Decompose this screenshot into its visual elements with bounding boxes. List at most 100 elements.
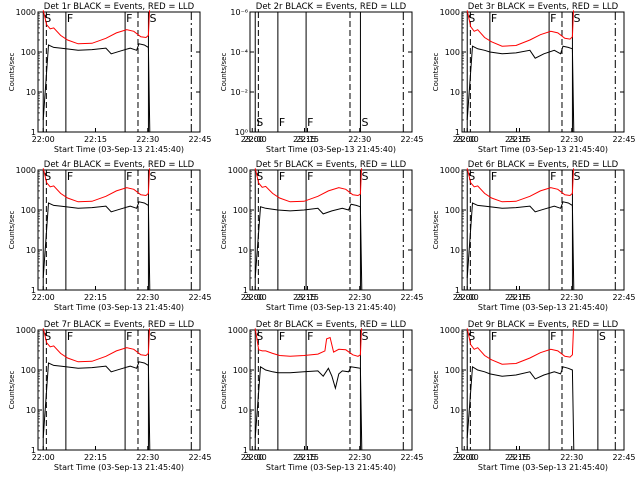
x-tick-label: 22:15 (508, 135, 531, 144)
x-tick-label: 22:45 (188, 453, 211, 462)
x-axis-label: Start Time (03-Sep-13 21:45:40) (54, 303, 184, 312)
marker-label: S (149, 170, 156, 183)
plot-frame (249, 11, 413, 133)
x-tick-label: 23:00 (241, 453, 264, 462)
y-axis-label: Counts/sec (220, 211, 228, 250)
series-events (466, 45, 575, 133)
panel-7: Det 7r BLACK = Events, RED = LLD 1 10 100 10… (8, 320, 316, 472)
y-tick-label: 10⁻⁴ (230, 48, 248, 57)
plot-frame (461, 11, 625, 133)
plot-frame (37, 169, 201, 291)
y-tick-label: 10 (26, 406, 36, 415)
x-tick-label: 22:00 (456, 293, 479, 302)
x-tick-label: 22:30 (560, 135, 583, 144)
y-tick-label: 1000 (440, 166, 460, 175)
y-tick-label: 10 (26, 246, 36, 255)
marker-label: F (67, 330, 73, 343)
marker-label: S (44, 170, 51, 183)
x-tick-label: 22:00 (32, 453, 55, 462)
series-lld (254, 168, 362, 203)
y-tick-label: 1 (243, 286, 248, 295)
y-tick-label: 100 (445, 366, 460, 375)
x-tick-label: 23:15 (505, 293, 528, 302)
marker-label: F (67, 170, 73, 183)
x-tick-label: 22:00 (32, 135, 55, 144)
marker-label: S (573, 170, 580, 183)
y-tick-label: 1 (455, 446, 460, 455)
x-axis-label: Start Time (03-Sep-13 21:45:40) (266, 145, 396, 154)
marker-label: S (361, 330, 368, 343)
y-axis-label: Counts/sec (8, 371, 16, 410)
marker-label: S (256, 330, 263, 343)
y-tick-label: 100 (445, 48, 460, 57)
y-tick-label: 100 (21, 206, 36, 215)
series-events (42, 361, 151, 451)
marker-label: F (307, 170, 313, 183)
x-tick-label: 22:15 (508, 293, 531, 302)
marker-label: F (126, 12, 132, 25)
x-tick-label: 22:45 (188, 293, 211, 302)
panel-title: Det 5r BLACK = Events, RED = LLD (256, 160, 407, 170)
series-lld (466, 328, 574, 365)
y-tick-label: 1000 (228, 166, 248, 175)
marker-label: S (149, 12, 156, 25)
plot-frame (37, 329, 201, 451)
series-lld (42, 168, 150, 203)
y-tick-label: 10⁻⁶ (230, 8, 248, 17)
x-tick-label: 23:00 (453, 453, 476, 462)
marker-label: S (468, 330, 475, 343)
x-axis-label: Start Time (03-Sep-13 21:45:40) (478, 303, 608, 312)
marker-label: S (361, 170, 368, 183)
x-tick-label: 22:30 (136, 135, 159, 144)
x-tick-label: 23:00 (241, 293, 264, 302)
x-tick-label: 22:30 (136, 453, 159, 462)
panel-4: Det 4r BLACK = Events, RED = LLD 1 10 100 10… (8, 160, 316, 312)
plot-frame (461, 329, 625, 451)
x-tick-label: 23:00 (241, 135, 264, 144)
plot-frame (249, 169, 413, 291)
y-tick-label: 100 (233, 206, 248, 215)
x-tick-label: 22:00 (32, 293, 55, 302)
y-tick-label: 100 (21, 48, 36, 57)
x-tick-label: 22:45 (612, 293, 635, 302)
y-axis-label: Counts/sec (220, 53, 228, 92)
series-lld (42, 328, 150, 363)
series-events (42, 201, 151, 291)
x-tick-label: 22:15 (84, 453, 107, 462)
x-tick-label: 22:00 (244, 453, 267, 462)
y-axis-label: Counts/sec (8, 53, 16, 92)
panel-title: Det 9r BLACK = Events, RED = LLD (468, 320, 619, 330)
series-events (466, 201, 575, 291)
x-axis-label: Start Time (03-Sep-13 21:45:40) (266, 303, 396, 312)
panel-9: Det 9r BLACK = Events, RED = LLD 1 10 100 10… (432, 320, 636, 472)
x-tick-label: 22:45 (612, 135, 635, 144)
panel-title: Det 2r BLACK = Events, RED = LLD (256, 2, 407, 12)
x-tick-label: 22:15 (84, 135, 107, 144)
y-axis-label: Counts/sec (432, 211, 440, 250)
marker-label: F (491, 12, 497, 25)
x-tick-label: 22:15 (296, 293, 319, 302)
marker-label: S (468, 170, 475, 183)
y-tick-label: 1000 (440, 8, 460, 17)
marker-label: F (279, 170, 285, 183)
marker-label: F (279, 330, 285, 343)
marker-label: F (491, 170, 497, 183)
y-tick-label: 100 (445, 206, 460, 215)
x-tick-label: 23:15 (505, 135, 528, 144)
y-axis-label: Counts/sec (432, 371, 440, 410)
y-tick-label: 10⁰ (235, 128, 248, 137)
marker-label: F (67, 12, 73, 25)
marker-label: F (550, 330, 556, 343)
y-tick-label: 1 (455, 286, 460, 295)
x-tick-label: 23:15 (293, 293, 316, 302)
y-tick-label: 10⁻² (230, 88, 248, 97)
marker-label: F (550, 12, 556, 25)
marker-label: F (550, 170, 556, 183)
x-tick-label: 22:30 (136, 293, 159, 302)
panel-title: Det 7r BLACK = Events, RED = LLD (44, 320, 195, 330)
x-tick-label: 23:15 (505, 453, 528, 462)
y-tick-label: 100 (233, 366, 248, 375)
x-axis-label: Start Time (03-Sep-13 21:45:40) (54, 463, 184, 472)
series-lld (254, 328, 362, 357)
